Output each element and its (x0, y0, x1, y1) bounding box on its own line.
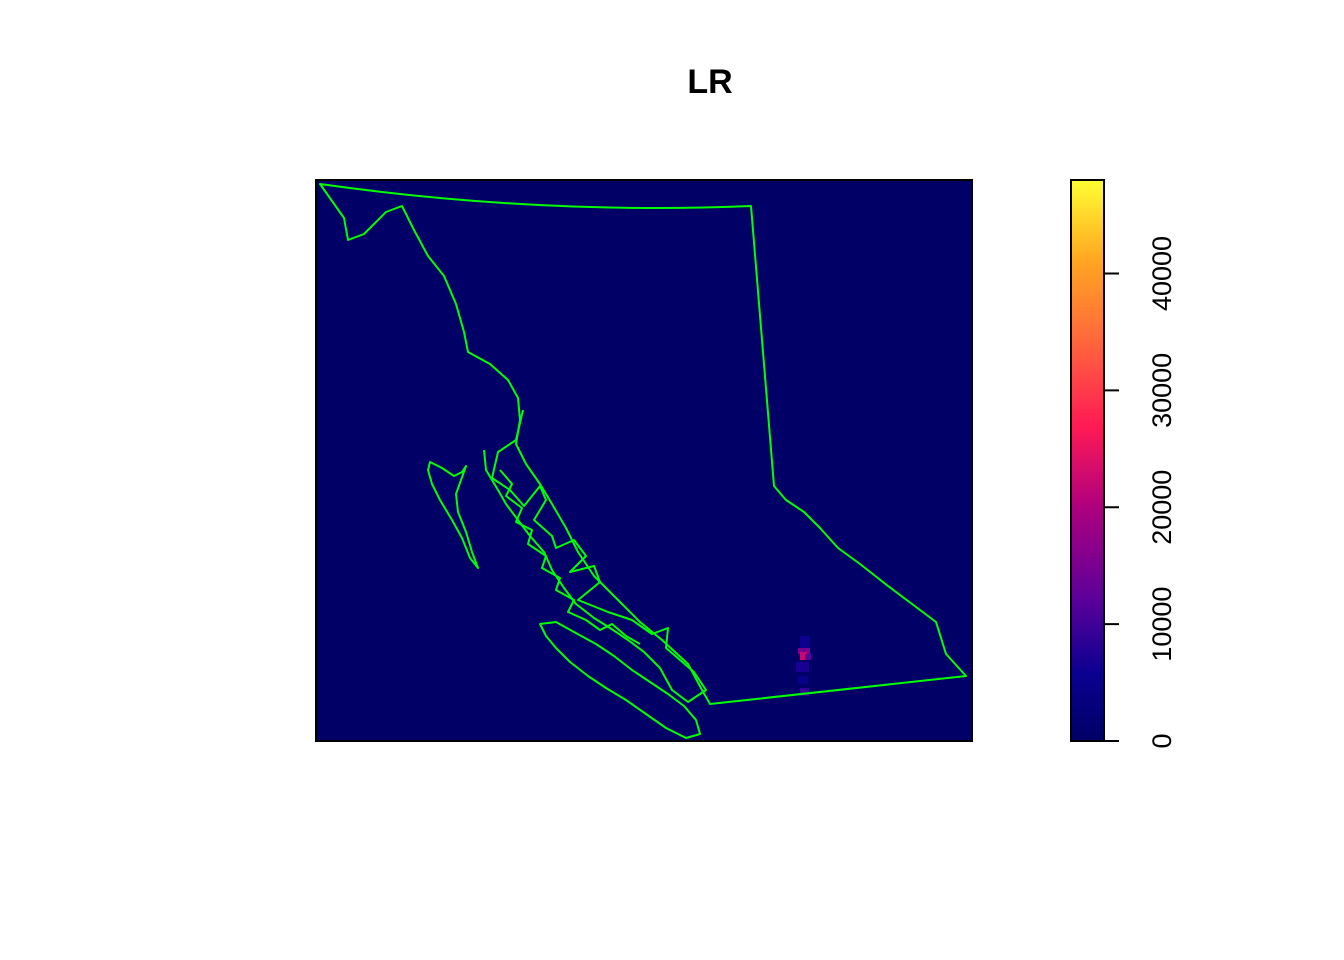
legend-tick-label: 40000 (1147, 236, 1177, 311)
color-legend: 0 10000 20000 30000 40000 (1071, 180, 1177, 749)
legend-colorbar (1071, 180, 1104, 741)
legend-tick-label: 20000 (1147, 470, 1177, 545)
legend-tick-label: 30000 (1147, 353, 1177, 428)
map-panel (316, 180, 972, 741)
raster-background (316, 180, 972, 741)
legend-tick-label: 0 (1147, 733, 1177, 748)
raster-cell (805, 654, 811, 660)
raster-cell (800, 636, 810, 648)
map-title: LR (687, 63, 732, 101)
legend-tick-label: 10000 (1147, 587, 1177, 662)
raster-cell (796, 662, 809, 672)
legend-axis: 0 10000 20000 30000 40000 (1104, 236, 1177, 749)
raster-cell (798, 676, 808, 684)
